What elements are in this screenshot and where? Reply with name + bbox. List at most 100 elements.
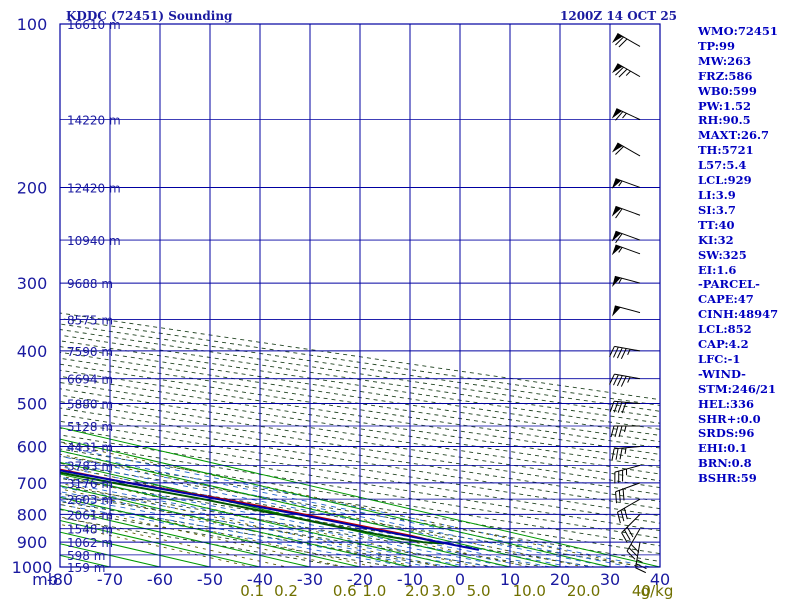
index-item: TP:99 xyxy=(698,38,736,53)
dry-adiabat xyxy=(60,517,345,567)
index-item: WMO:72451 xyxy=(698,24,778,38)
isotherm xyxy=(60,461,511,567)
wind-barb-flag xyxy=(616,375,623,387)
index-item: SRDS:96 xyxy=(698,426,755,441)
temperature-label: -60 xyxy=(147,570,173,589)
index-item: -PARCEL- xyxy=(698,277,760,292)
wind-barb-flag xyxy=(615,36,624,46)
mixing-ratio-label: 0.1 xyxy=(240,582,264,600)
index-item: EI:1.6 xyxy=(698,262,737,277)
wind-barb-half-flag xyxy=(618,277,623,284)
index-item: BRN:0.8 xyxy=(698,456,752,471)
wind-barb-flag xyxy=(630,543,640,553)
wind-barb-flag xyxy=(609,401,615,413)
index-item: KI:32 xyxy=(698,232,734,247)
pressure-label: 400 xyxy=(17,342,48,361)
plot-frame xyxy=(59,23,661,568)
mixing-ratio-label: 40 xyxy=(632,582,651,600)
height-label: 1548 m xyxy=(67,523,113,537)
height-label: 3783 m xyxy=(67,459,113,473)
wind-barb xyxy=(609,345,641,360)
wind-barb xyxy=(611,33,641,48)
dry-adiabat xyxy=(60,509,395,567)
dry-adiabat xyxy=(60,441,660,539)
station-title: KDDC (72451) Sounding xyxy=(66,9,233,23)
dry-adiabat xyxy=(60,448,660,547)
dry-adiabat xyxy=(60,357,660,449)
index-item: MAXT:26.7 xyxy=(698,128,769,143)
pressure-label: 1000 xyxy=(12,558,53,577)
wind-barb-half-flag xyxy=(624,425,627,433)
wind-barb-flag xyxy=(624,529,631,541)
isotherm xyxy=(60,438,611,567)
dry-adiabat xyxy=(60,369,660,462)
wind-barb-flag xyxy=(635,567,647,574)
wind-barb xyxy=(612,275,641,287)
temperature-label: -10 xyxy=(397,570,423,589)
wind-barb xyxy=(611,205,641,219)
wind-barb-flag xyxy=(628,547,638,557)
wind-barb xyxy=(614,464,641,484)
dry-adiabat xyxy=(60,312,660,401)
height-label: 16610 m xyxy=(67,18,121,32)
pressure-label: 900 xyxy=(17,533,48,552)
wind-barb-flag xyxy=(618,425,623,438)
wind-barb-flag xyxy=(613,401,619,413)
temperature-label: -70 xyxy=(97,570,123,589)
wind-barb-flag xyxy=(623,508,628,520)
mixing-ratio-label: 5.0 xyxy=(467,582,491,600)
temperature-label: -50 xyxy=(197,570,223,589)
temperature-label: -40 xyxy=(247,570,273,589)
wind-barb-flag xyxy=(620,348,627,360)
wind-barb-pennant xyxy=(611,231,622,242)
wind-barb xyxy=(626,528,641,560)
dry-adiabat xyxy=(60,382,660,475)
index-item: SI:3.7 xyxy=(698,202,736,217)
wind-barb-staff xyxy=(614,275,641,284)
wind-barb xyxy=(609,373,641,387)
wind-barb-half-flag xyxy=(622,112,627,119)
height-label: 9688 m xyxy=(67,277,113,291)
index-item: PW:1.52 xyxy=(698,98,752,113)
wind-barb-pennant xyxy=(611,244,622,256)
dry-adiabat xyxy=(60,394,660,489)
wind-barb xyxy=(611,446,641,461)
wind-barb-half-flag xyxy=(627,348,631,356)
index-item: RH:90.5 xyxy=(698,113,751,128)
wind-barb-staff xyxy=(634,542,641,568)
wind-barb-flag xyxy=(635,563,647,570)
wind-barb-pennant xyxy=(612,276,621,287)
temperature-label: 0 xyxy=(455,570,465,589)
pressure-label: 500 xyxy=(17,395,48,414)
wind-barb-pennant xyxy=(611,33,623,44)
index-item: CINH:48947 xyxy=(698,307,779,322)
pressure-label: 600 xyxy=(17,438,48,457)
index-item: L57:5.4 xyxy=(698,158,747,173)
wind-barb xyxy=(621,514,641,543)
dry-adiabat xyxy=(60,427,660,524)
height-label: 7590 m xyxy=(67,345,113,359)
x-unit-label: mb xyxy=(32,570,58,589)
index-item: SW:325 xyxy=(698,247,747,262)
wind-barb-staff xyxy=(626,528,641,552)
wind-barb-staff xyxy=(614,345,641,352)
wind-barb-flag xyxy=(626,550,636,560)
index-item: BSHR:59 xyxy=(698,471,757,486)
height-label: 8575 m xyxy=(67,313,113,327)
wind-barb xyxy=(611,244,641,256)
wind-barb-flag xyxy=(615,233,623,244)
wind-barb-half-flag xyxy=(625,70,631,76)
dry-adiabat xyxy=(60,420,660,517)
mixing-ratio-unit: g/kg xyxy=(641,582,674,600)
wind-barb-flag xyxy=(609,373,615,385)
wind-barb-staff xyxy=(615,230,641,241)
wind-barb-flag xyxy=(615,208,623,219)
temperature-label: -30 xyxy=(297,570,323,589)
wind-barb-staff xyxy=(614,464,641,473)
isotherm xyxy=(60,450,561,567)
wind-barb-flag xyxy=(621,402,627,414)
height-label: 5880 m xyxy=(67,398,113,412)
isotherm xyxy=(60,496,361,567)
dry-adiabat xyxy=(60,388,660,482)
